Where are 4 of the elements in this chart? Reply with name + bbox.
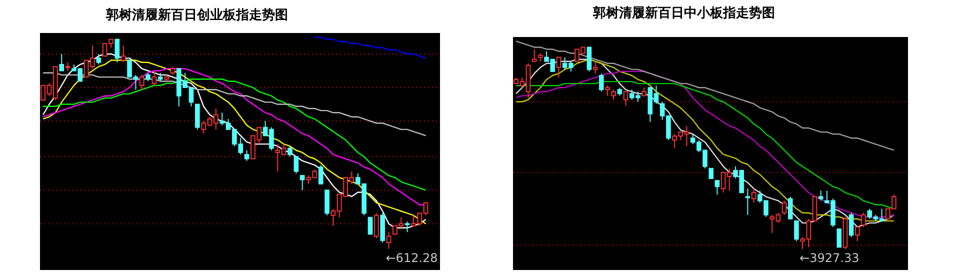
chart-title: 郭树清履新百日中小板指走势图: [592, 5, 775, 20]
text: ←3927.33: [800, 251, 860, 266]
text: ←612.28: [386, 250, 438, 265]
chart-title: 郭树清履新百日创业板指走势图: [105, 7, 288, 22]
